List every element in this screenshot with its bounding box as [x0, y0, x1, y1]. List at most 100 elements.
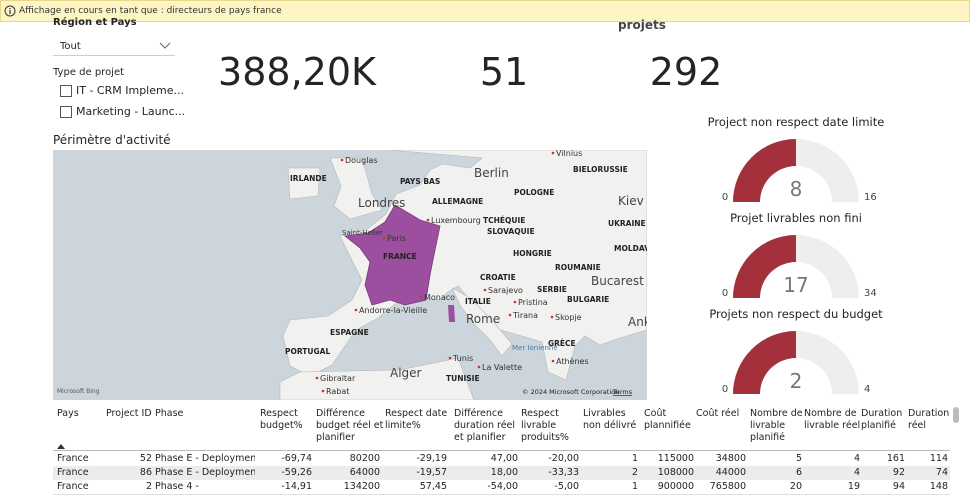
city-dot [550, 315, 554, 319]
map-label: La Valette [482, 363, 522, 372]
cell: 6 [795, 467, 802, 478]
scrollbar[interactable] [953, 407, 959, 423]
cell: Phase E - Deployment [155, 453, 255, 464]
kpi-value: 51 [479, 50, 529, 94]
map-label: Athènes [556, 356, 589, 366]
gauge-min: 0 [722, 192, 728, 203]
gauge-title: Projets non respect du budget [709, 307, 883, 321]
map-label: PORTUGAL [285, 347, 330, 356]
cell: -69,74 [281, 453, 312, 464]
city-dot [551, 359, 555, 363]
cell: 108000 [657, 467, 694, 478]
column-header: Duration réel [908, 408, 950, 431]
checkbox[interactable] [60, 85, 72, 97]
gauge-value: 2 [790, 369, 803, 393]
map-label: Berlin [474, 166, 509, 180]
gauge-title: Projet livrables non fini [730, 211, 862, 225]
map-label: Alger [390, 366, 422, 380]
cell: -33,33 [548, 467, 579, 478]
column-header: Respect livrable produits% [521, 408, 569, 443]
cell: -5,00 [554, 481, 579, 492]
city-dot [448, 356, 452, 360]
cell: 765800 [709, 481, 746, 492]
cell: 52 [139, 453, 152, 464]
cell: 5 [795, 453, 802, 464]
cell: -54,00 [487, 481, 518, 492]
cell: 1 [631, 453, 638, 464]
cell: Phase 4 - [155, 481, 199, 492]
map-label: Ank [628, 315, 647, 329]
city-dot [477, 365, 481, 369]
map-label: Douglas [345, 156, 378, 165]
checkbox[interactable] [60, 106, 72, 118]
column-header: Pays [57, 408, 79, 419]
column-header: Phase [155, 408, 184, 419]
option-label: IT - CRM Impleme... [76, 84, 184, 97]
gauge-max: 34 [864, 288, 877, 299]
city-dot [426, 218, 430, 222]
dropdown[interactable]: Tout [53, 37, 175, 56]
map-label: Tirana [512, 311, 538, 320]
cell: 94 [892, 481, 905, 492]
gauge-min: 0 [722, 288, 728, 299]
map-copyright: © 2024 Microsoft Corporation [522, 388, 619, 396]
land [287, 167, 321, 200]
cell: 4 [853, 467, 860, 478]
kpi-value: 292 [649, 50, 723, 94]
city-dot [354, 308, 358, 312]
map-label: Rome [466, 312, 500, 326]
city-dot [340, 158, 344, 162]
cell: France [57, 467, 89, 478]
chevron [159, 42, 171, 49]
cell: 1 [631, 481, 638, 492]
cell: 134200 [343, 481, 380, 492]
land [282, 150, 647, 381]
cell: 64000 [349, 467, 380, 478]
gauge-max: 16 [864, 192, 877, 203]
france [344, 204, 441, 306]
map-label: Kiev [618, 194, 644, 208]
map-label: Luxembourg [431, 216, 481, 225]
cell: -59,26 [281, 467, 312, 478]
city-dot [419, 295, 423, 299]
land [329, 157, 383, 220]
map-label: Andorre-la-Vieille [359, 306, 427, 315]
map-terms: Terms [612, 388, 633, 396]
cell: 44000 [715, 467, 746, 478]
option-label: Marketing - Launc... [76, 105, 186, 118]
map-label: MOLDAVIE [614, 244, 647, 253]
cell: Phase E - Deployment [155, 467, 255, 478]
cell: -29,19 [416, 453, 447, 464]
gauge-value: 17 [783, 273, 808, 297]
cell: 115000 [657, 453, 694, 464]
gauge-max: 4 [864, 384, 870, 395]
cell: 114 [929, 453, 948, 464]
cell: -19,57 [416, 467, 447, 478]
row-background [53, 480, 950, 495]
map-label: Monaco [424, 293, 455, 302]
slicer-label: Type de projet [53, 67, 125, 78]
map-label: Gibraltar [320, 374, 356, 383]
city-dot [382, 236, 386, 240]
map-label: ALLEMAGNE [432, 197, 483, 206]
cell: 18,00 [490, 467, 518, 478]
column-header: Livrables non délivré [583, 408, 637, 431]
map-label: ITALIE [465, 297, 491, 306]
column-header: Duration planifié [861, 408, 903, 431]
sort-arrow [57, 444, 65, 449]
cell: 47,00 [490, 453, 518, 464]
map-label: HONGRIE [513, 249, 552, 258]
city-dot [321, 389, 325, 393]
map-label: CROATIE [480, 273, 516, 282]
map-label: Bucarest [591, 274, 644, 288]
map-label: Mer Ionienne [512, 344, 558, 352]
cell: 92 [892, 467, 905, 478]
cell: 161 [886, 453, 905, 464]
dropdown-value: Tout [60, 41, 81, 52]
header-rule [53, 450, 950, 451]
gauge-fill [733, 139, 796, 202]
map-label: ESPAGNE [330, 328, 369, 337]
map-title: Périmètre d'activité [53, 133, 171, 147]
